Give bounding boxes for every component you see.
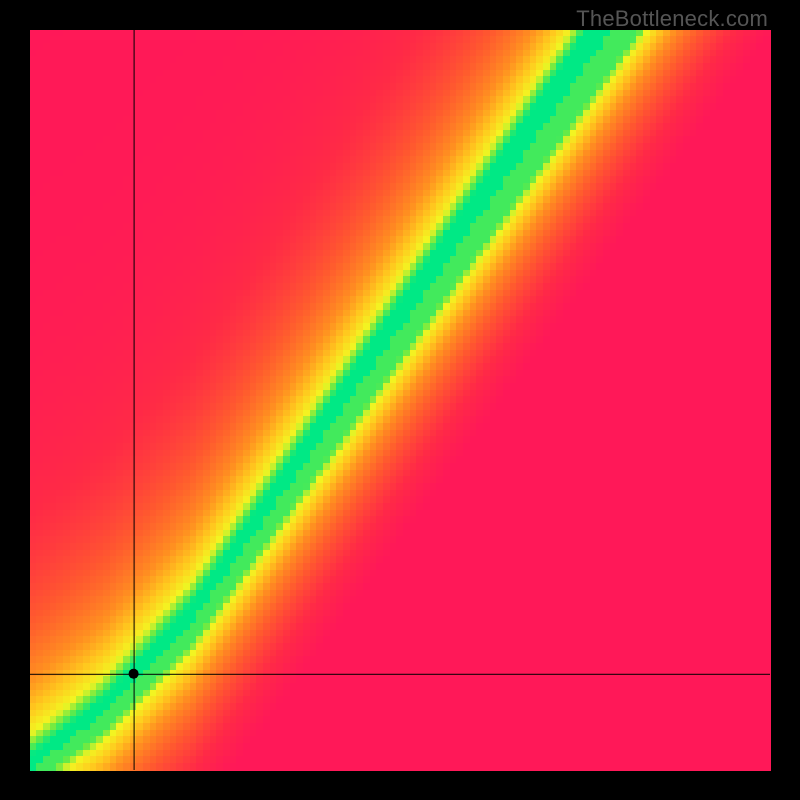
attribution-text: TheBottleneck.com (576, 6, 768, 32)
bottleneck-heatmap-canvas (0, 0, 800, 800)
chart-container: TheBottleneck.com (0, 0, 800, 800)
